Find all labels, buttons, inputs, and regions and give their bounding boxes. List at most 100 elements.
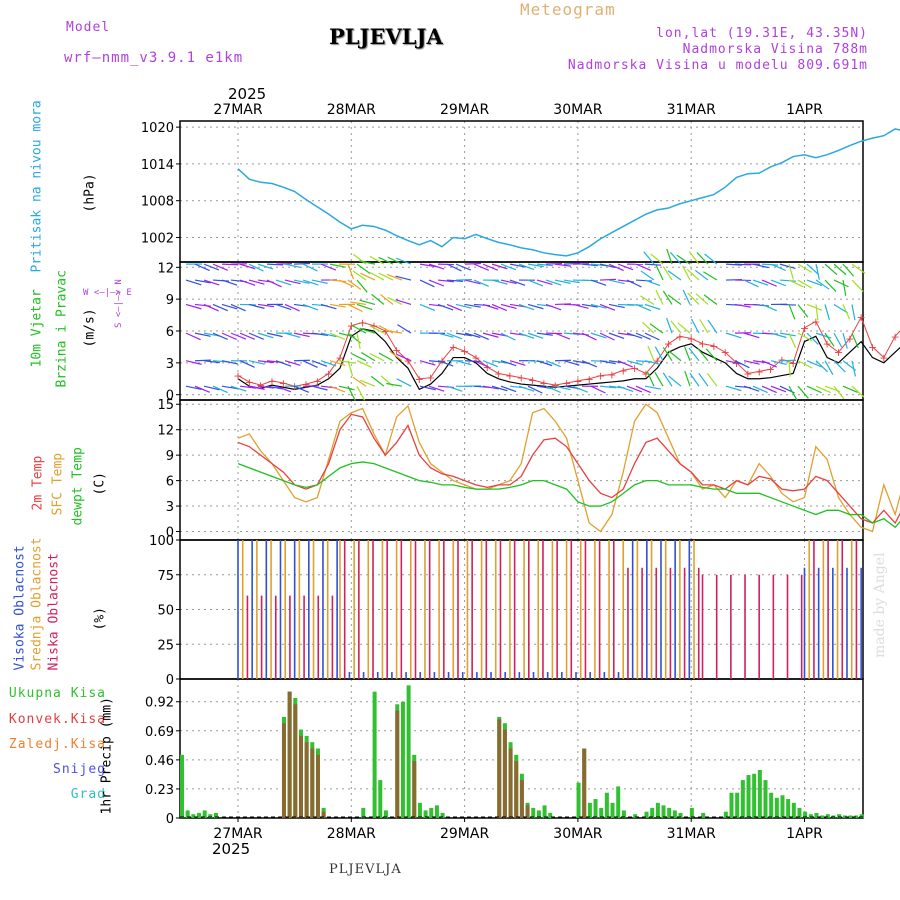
wind-gust-marker: +: [471, 352, 480, 365]
wind-arrow: [833, 360, 846, 373]
wind-arrow: [455, 303, 472, 309]
wind-arrow: [590, 332, 607, 339]
wind-gust-marker: +: [551, 379, 560, 392]
wind-gust-marker: +: [517, 372, 526, 385]
precip-total-bar: [735, 792, 740, 818]
wind-arrow: [734, 360, 750, 369]
wind-arrow: [482, 263, 499, 271]
wind-arrow: [779, 263, 796, 270]
y-tick-label: 75: [157, 569, 174, 584]
wind-arrow: [212, 263, 228, 271]
wind-arrow: [536, 279, 553, 285]
wind-arrow: [446, 279, 463, 282]
wind-gust-marker: +: [675, 330, 684, 343]
precip-total-bar: [372, 691, 377, 818]
date-label-bottom: 28MAR: [327, 826, 376, 842]
footer-title: PLJEVLJA: [329, 862, 402, 877]
wind-arrow: [369, 325, 385, 334]
wind-arrow: [518, 385, 535, 392]
y-tick-label: 9: [166, 293, 174, 308]
wind-arrow: [788, 304, 796, 320]
wind-arrow: [360, 272, 376, 281]
wind-arrow: [482, 385, 499, 390]
y-tick-label: 100: [149, 534, 174, 549]
wind-arrow: [194, 279, 211, 284]
legend-snow: Snijeg: [53, 762, 106, 777]
wind-arrow: [545, 303, 562, 311]
wind-arrow: [644, 332, 660, 341]
wind-arrow: [536, 263, 553, 267]
wind-arrow: [572, 385, 589, 393]
wind-arrow: [257, 332, 274, 339]
precip-total-bar: [434, 805, 439, 818]
wind-arrow: [275, 303, 292, 311]
wind-arrow: [644, 360, 661, 365]
wind-arrow: [350, 301, 367, 306]
wind-arrow: [842, 304, 851, 320]
wind-arrow: [851, 263, 866, 274]
precip-total-bar: [536, 810, 541, 818]
wind-gust-marker: +: [449, 341, 458, 354]
wind-arrow: [815, 385, 831, 394]
date-label-bottom: 30MAR: [553, 826, 602, 842]
wind-arrow: [320, 332, 337, 338]
wind-arrow: [851, 385, 865, 398]
wind-arrow: [359, 260, 376, 265]
wind-arrow: [824, 279, 837, 292]
wind-arrow: [446, 385, 463, 392]
wind-arrow: [284, 332, 301, 338]
precip-convective-bar: [304, 742, 309, 818]
wind-arrow: [617, 263, 634, 271]
wind-gust-marker: +: [868, 341, 877, 354]
wind-compass-we: W <—|—> E: [83, 288, 132, 298]
precip-total-bar: [417, 802, 422, 818]
wind-arrow: [437, 279, 454, 283]
wind-arrow: [842, 385, 858, 394]
wind-arrow: [203, 385, 220, 391]
wind-gust-marker: +: [233, 370, 242, 383]
wind-gust-marker: +: [392, 344, 401, 357]
wind-arrow: [338, 385, 355, 391]
precip-total-bar: [378, 780, 383, 818]
wind-arrow: [446, 303, 463, 312]
wind-arrow: [770, 279, 787, 287]
wind-arrow: [654, 346, 664, 362]
wind-arrow: [284, 263, 301, 269]
wind-arrow: [851, 304, 856, 321]
wind-arrow: [527, 263, 544, 268]
wind-arrow: [761, 385, 777, 394]
wind-arrow: [590, 303, 607, 309]
panel-frame: [179, 399, 864, 541]
wind-arrow: [419, 385, 436, 391]
wind-arrow: [397, 324, 412, 334]
wind-gust-marker: +: [415, 373, 424, 386]
wind-arrow: [635, 332, 651, 340]
wind-gust-marker: +: [494, 367, 503, 380]
wind-arrow: [369, 352, 385, 362]
wind-arrow: [662, 346, 673, 362]
wind-arrow: [386, 382, 403, 387]
wind-arrow: [491, 263, 508, 270]
wind-arrow: [239, 385, 256, 389]
wind-arrow: [698, 372, 709, 387]
precip-convective-bar: [519, 780, 524, 818]
wind-gust-marker: +: [335, 352, 344, 365]
wind-arrow: [500, 303, 517, 310]
wind-arrow: [694, 269, 709, 281]
wind-arrow: [815, 279, 830, 290]
wind-arrow: [378, 352, 394, 362]
wind-arrow: [683, 345, 691, 361]
wind-arrow: [668, 375, 682, 387]
wind-arrow: [704, 253, 718, 265]
wind-arrow: [473, 279, 489, 287]
wind-arrow: [500, 332, 516, 341]
y-tick-label: 1014: [141, 158, 174, 173]
wind-arrow: [572, 303, 589, 309]
date-label-bottom: 31MAR: [667, 826, 716, 842]
wind-arrow: [706, 373, 718, 387]
temp-2m-line: [237, 413, 900, 525]
precip-total-bar: [191, 814, 196, 818]
wind-gust-marker: +: [585, 373, 594, 386]
wind-arrow: [688, 251, 700, 265]
wind-arrow: [833, 263, 847, 276]
